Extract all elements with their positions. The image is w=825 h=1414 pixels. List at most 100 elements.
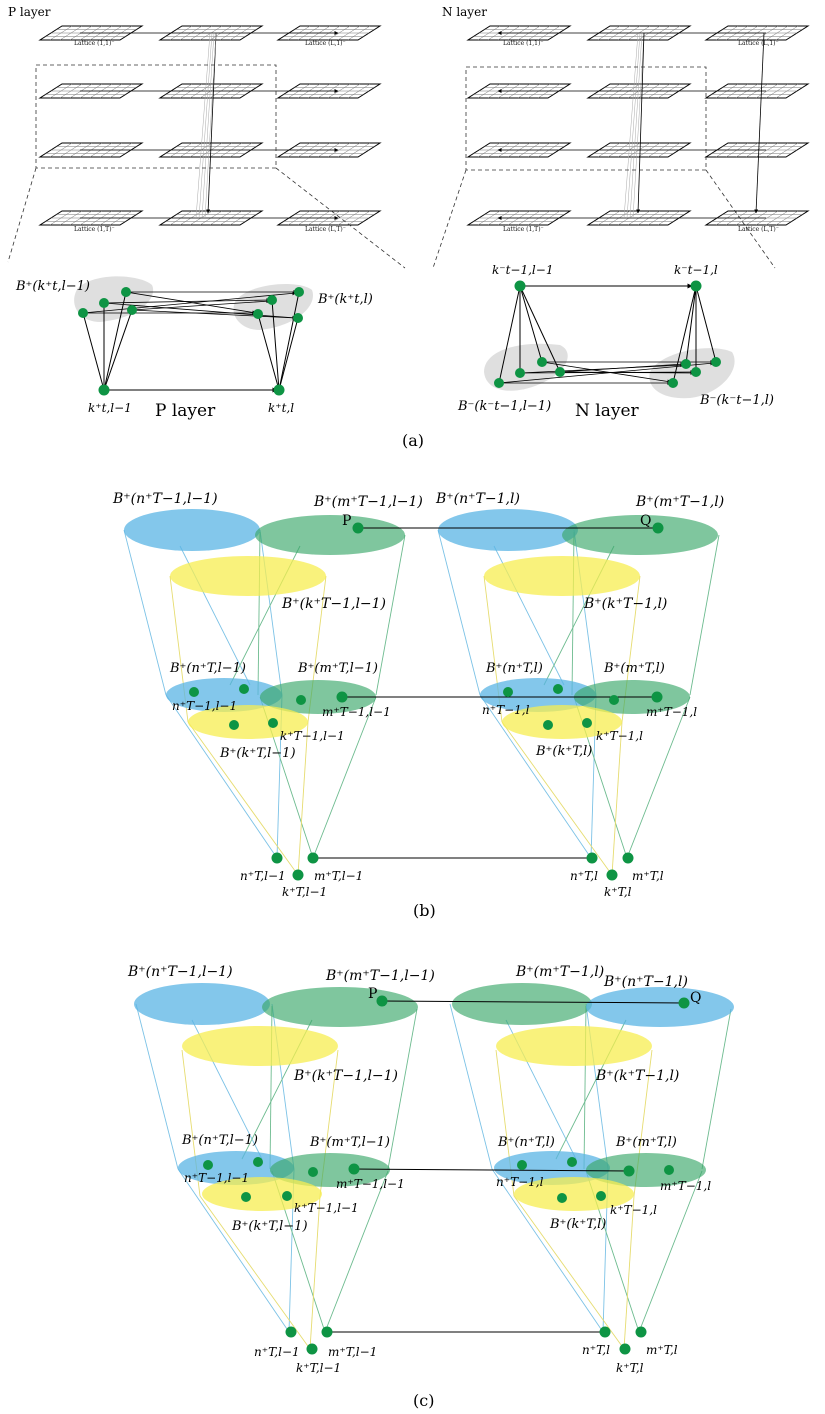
c-mid-blue-left	[178, 1151, 294, 1185]
b-mid-label-3: B⁺(n⁺T,l)	[485, 661, 543, 676]
c-mid-green-right	[586, 1153, 706, 1187]
b-bottom-node-2: m⁺T,l−1	[314, 869, 363, 883]
n-lattice-label-L-1: Lattice (L,1)⁻	[738, 40, 779, 47]
b-point-p-label: P	[342, 513, 351, 529]
b-top-yellow-right	[484, 556, 640, 596]
b-mid-node-3: k⁺T−1,l−1	[280, 729, 345, 743]
b-bottom-node-3: k⁺T,l−1	[282, 885, 327, 899]
c-mid-node-5: m⁺T−1,l	[660, 1179, 711, 1193]
b-point-q-label: Q	[640, 513, 651, 529]
c-point-q-label: Q	[690, 990, 701, 1006]
c-top-yellow-right	[496, 1026, 652, 1066]
c-mid-yellow-label-left: B⁺(k⁺T,l−1)	[231, 1219, 308, 1234]
c-yellow-label-left: B⁺(k⁺T−1,l−1)	[293, 1068, 398, 1084]
b-top-green-left	[255, 515, 405, 555]
b-mid-yellow-label-left: B⁺(k⁺T,l−1)	[219, 746, 296, 761]
p-lattice-label-1-T: Lattice (1,T)⁻	[74, 226, 115, 233]
p-zoom-box	[35, 64, 277, 169]
caption-c: (c)	[413, 1391, 434, 1410]
c-top-green-left	[262, 987, 418, 1027]
c-point-p-label: P	[368, 986, 377, 1002]
n-zoom-line-left	[432, 169, 467, 269]
c-bottom-node-2: m⁺T,l−1	[328, 1345, 377, 1359]
n-layer-title: N layer	[442, 5, 487, 19]
p-node-right	[273, 384, 285, 396]
n-layer-caption: N layer	[575, 401, 640, 421]
p-node-left	[98, 384, 110, 396]
c-mid-label-4: B⁺(m⁺T,l)	[615, 1135, 677, 1150]
p-zoom-line-right	[275, 167, 406, 269]
n-node-left	[514, 280, 526, 292]
p-layer-graph: B⁺(k⁺t,l−1) B⁺(k⁺t,l) k⁺t,l−1 k⁺t,l P la…	[15, 276, 373, 421]
p-zoom-line-left	[7, 167, 37, 263]
c-bottom-node-5: m⁺T,l	[646, 1343, 678, 1357]
b-yellow-label-right: B⁺(k⁺T−1,l)	[583, 596, 667, 612]
c-yellow-label-right: B⁺(k⁺T−1,l)	[595, 1068, 679, 1084]
b-mid-yellow-label-right: B⁺(k⁺T,l)	[535, 744, 592, 759]
c-mid-yellow-left	[202, 1177, 322, 1211]
c-bottom-node-6: k⁺T,l	[616, 1361, 644, 1375]
panel-a: P layer N layer Lattice (1,1)⁻ Lattice (…	[7, 5, 810, 450]
c-top-label-4: B⁺(n⁺T−1,l)	[603, 974, 688, 990]
c-top-green-right	[452, 983, 592, 1025]
b-mid-node-5: m⁺T−1,l	[646, 705, 697, 719]
n-zoom-box	[465, 66, 707, 171]
c-mid-label-1: B⁺(n⁺T,l−1)	[181, 1133, 258, 1148]
c-mid-node-3: k⁺T−1,l−1	[294, 1201, 359, 1215]
c-top-yellow-left	[182, 1026, 338, 1066]
c-bottom-node-3: k⁺T,l−1	[296, 1361, 341, 1375]
c-mid-yellow-label-right: B⁺(k⁺T,l)	[549, 1217, 606, 1232]
b-mid-label-4: B⁺(m⁺T,l)	[603, 661, 665, 676]
c-node-p	[376, 995, 388, 1007]
b-mid-yellow-right	[502, 705, 622, 739]
c-mid-node-2: m⁺T−1,l−1	[336, 1177, 405, 1191]
b-bottom-node-6: k⁺T,l	[604, 885, 632, 899]
c-mid-green-left	[270, 1153, 390, 1187]
n-layer-graph: k⁻t−1,l−1 k⁻t−1,l B⁻(k⁻t−1,l−1) B⁻(k⁻t−1…	[457, 263, 774, 421]
b-mid-node-6: k⁺T−1,l	[596, 729, 643, 743]
c-top-label-1: B⁺(n⁺T−1,l−1)	[127, 964, 233, 980]
b-mid-yellow-left	[188, 705, 308, 739]
p-layer-title: P layer	[8, 5, 51, 19]
b-top-blue-left	[124, 509, 260, 551]
c-edge-pq	[381, 1000, 685, 1004]
b-mid-node-1: n⁺T−1,l−1	[172, 699, 237, 713]
c-top-label-2: B⁺(m⁺T−1,l−1)	[325, 968, 435, 984]
n-ball-right-label: B⁻(k⁻t−1,l)	[699, 393, 774, 408]
p-node-left-label: k⁺t,l−1	[88, 401, 132, 415]
b-mid-blue-right	[480, 678, 596, 712]
p-lattice-label-L-1: Lattice (L,1)⁻	[305, 40, 346, 47]
c-top-blue-right	[586, 987, 734, 1027]
caption-b: (b)	[413, 901, 436, 920]
b-top-label-2: B⁺(m⁺T−1,l−1)	[313, 494, 423, 510]
c-mid-node-1: n⁺T−1,l−1	[184, 1171, 249, 1185]
b-yellow-label-left: B⁺(k⁺T−1,l−1)	[281, 596, 386, 612]
c-mid-node-6: k⁺T−1,l	[610, 1203, 657, 1217]
b-mid-blue-left	[166, 678, 282, 712]
panel-c: B⁺(n⁺T−1,l−1) B⁺(m⁺T−1,l−1) B⁺(m⁺T−1,l) …	[127, 964, 734, 1410]
p-ball-right-label: B⁺(k⁺t,l)	[317, 292, 373, 307]
b-top-green-right	[562, 515, 718, 555]
n-lattice-label-1-1: Lattice (1,1)⁻	[503, 40, 544, 47]
panel-b: B⁺(n⁺T−1,l−1) B⁺(m⁺T−1,l−1) B⁺(n⁺T−1,l) …	[112, 491, 724, 920]
b-top-label-3: B⁺(n⁺T−1,l)	[435, 491, 520, 507]
b-mid-label-2: B⁺(m⁺T,l−1)	[297, 661, 378, 676]
p-layer-lattice-stack	[38, 25, 382, 226]
c-mid-label-3: B⁺(n⁺T,l)	[497, 1135, 555, 1150]
panel-b-cone-lines	[123, 529, 720, 876]
c-bottom-node-4: n⁺T,l	[582, 1343, 610, 1357]
c-mid-label-2: B⁺(m⁺T,l−1)	[309, 1135, 390, 1150]
caption-a: (a)	[402, 431, 424, 450]
b-top-blue-right	[438, 509, 578, 551]
n-node-left-label: k⁻t−1,l−1	[492, 263, 553, 277]
b-node-q	[652, 522, 664, 534]
n-ball-left-label: B⁻(k⁻t−1,l−1)	[457, 399, 551, 414]
p-ball-left-label: B⁺(k⁺t,l−1)	[15, 279, 90, 294]
b-bottom-node-5: m⁺T,l	[632, 869, 664, 883]
c-bottom-node-1: n⁺T,l−1	[254, 1345, 300, 1359]
b-mid-label-1: B⁺(n⁺T,l−1)	[169, 661, 246, 676]
n-lattice-label-1-T: Lattice (1,T)⁻	[503, 226, 544, 233]
p-lattice-label-1-1: Lattice (1,1)⁻	[74, 40, 115, 47]
c-edge-mid	[353, 1168, 630, 1172]
